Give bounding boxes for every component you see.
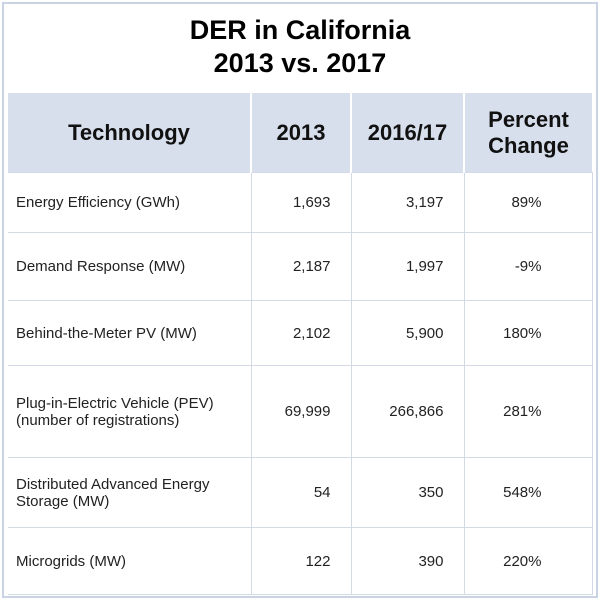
value-2013-cell: 2,102 (251, 300, 352, 366)
page-title: DER in California 2013 vs. 2017 (0, 14, 600, 80)
value-2017-cell: 266,866 (351, 365, 465, 458)
table-row: Distributed Advanced Energy Storage (MW)… (8, 457, 593, 528)
technology-cell: Energy Efficiency (GWh) (8, 172, 252, 233)
value-2017-cell: 5,900 (351, 300, 465, 366)
value-2013-cell: 54 (251, 457, 352, 528)
table-row: Microgrids (MW) 122 390 220% (8, 527, 593, 595)
table-row: Demand Response (MW) 2,187 1,997 -9% (8, 232, 593, 301)
percent-change-cell: 281% (464, 365, 593, 458)
value-2017-cell: 390 (351, 527, 465, 595)
header-row: Technology 2013 2016/17 Percent Change (8, 93, 592, 173)
title-line-2: 2013 vs. 2017 (213, 48, 387, 78)
technology-cell: Behind-the-Meter PV (MW) (8, 300, 252, 366)
table-row: Energy Efficiency (GWh) 1,693 3,197 89% (8, 172, 593, 233)
technology-cell: Microgrids (MW) (8, 527, 252, 595)
table-row: Behind-the-Meter PV (MW) 2,102 5,900 180% (8, 300, 593, 366)
percent-change-cell: 180% (464, 300, 593, 366)
value-2017-cell: 350 (351, 457, 465, 528)
percent-change-cell: 548% (464, 457, 593, 528)
der-table: Technology 2013 2016/17 Percent Change E… (8, 93, 593, 595)
value-2013-cell: 2,187 (251, 232, 352, 301)
percent-change-cell: -9% (464, 232, 593, 301)
header-2016-17: 2016/17 (351, 93, 465, 173)
table-row: Plug-in-Electric Vehicle (PEV) (number o… (8, 365, 593, 458)
value-2013-cell: 122 (251, 527, 352, 595)
value-2017-cell: 3,197 (351, 172, 465, 233)
percent-change-cell: 220% (464, 527, 593, 595)
title-line-1: DER in California (189, 15, 411, 45)
value-2013-cell: 1,693 (251, 172, 352, 233)
header-2013: 2013 (251, 93, 352, 173)
technology-cell: Demand Response (MW) (8, 232, 252, 301)
header-technology: Technology (8, 93, 252, 173)
technology-cell: Distributed Advanced Energy Storage (MW) (8, 457, 252, 528)
value-2017-cell: 1,997 (351, 232, 465, 301)
header-percent-change: Percent Change (464, 93, 592, 173)
technology-cell: Plug-in-Electric Vehicle (PEV) (number o… (8, 365, 252, 458)
percent-change-cell: 89% (464, 172, 593, 233)
value-2013-cell: 69,999 (251, 365, 352, 458)
